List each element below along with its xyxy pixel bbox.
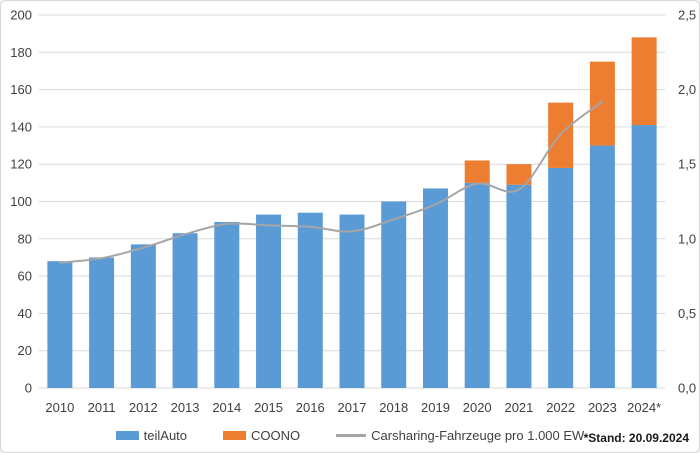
y-axis-right-tick: 1,0 (678, 231, 696, 246)
bar-teilauto-2021 (506, 184, 532, 388)
y-axis-left-tick: 80 (18, 231, 32, 246)
y-axis-right-tick: 0,0 (678, 381, 696, 396)
bar-teilauto-2012 (130, 244, 156, 388)
x-axis-tick: 2023 (588, 400, 617, 415)
footnote: *Stand: 20.09.2024 (583, 431, 689, 445)
line-series (58, 100, 604, 264)
bar-teilauto-2013 (172, 233, 198, 388)
legend-item-carsharing-fahrzeuge-pro-1-000-ew: Carsharing-Fahrzeuge pro 1.000 EW (336, 428, 584, 443)
y-axis-left-tick: 180 (10, 45, 32, 60)
legend-item-teilauto: teilAuto (115, 428, 188, 443)
bar-coono-2021 (506, 164, 532, 185)
bar-coono-2024 (631, 37, 657, 126)
legend-item-coono: COONO (223, 428, 300, 443)
y-axis-left-tick: 40 (18, 306, 32, 321)
x-axis-tick: 2012 (129, 400, 158, 415)
legend-color-swatch-icon (223, 431, 247, 440)
bar-teilauto-2010 (47, 261, 73, 388)
x-axis-tick: 2021 (504, 400, 533, 415)
y-axis-left-tick: 100 (10, 194, 32, 209)
bar-teilauto-2017 (339, 214, 365, 388)
bar-teilauto-2015 (256, 214, 282, 388)
x-axis-tick: 2015 (254, 400, 283, 415)
y-axis-left-tick: 20 (18, 343, 32, 358)
legend-label: COONO (251, 428, 301, 443)
x-axis-tick: 2016 (296, 400, 325, 415)
bar-teilauto-2024 (631, 125, 657, 388)
bar-teilauto-2020 (464, 182, 490, 388)
y-axis-left-tick: 160 (10, 82, 32, 97)
bar-coono-2020 (464, 160, 490, 183)
y-axis-left-tick: 200 (10, 8, 32, 23)
bar-teilauto-2011 (89, 257, 115, 388)
x-axis-tick: 2022 (546, 400, 575, 415)
x-axis-tick: 2018 (379, 400, 408, 415)
y-axis-right-tick: 2,0 (678, 82, 696, 97)
y-axis-left-tick: 0 (25, 381, 32, 396)
legend-line-swatch-icon (336, 434, 367, 437)
bar-teilauto-2018 (381, 201, 407, 388)
x-axis-tick: 2011 (88, 400, 116, 415)
bar-teilauto-2019 (422, 188, 448, 388)
x-axis-tick: 2024* (627, 400, 661, 415)
y-axis-left-tick: 60 (18, 269, 32, 284)
y-axis-left-tick: 140 (10, 119, 32, 134)
bar-teilauto-2016 (297, 212, 323, 388)
x-axis-tick: 2014 (212, 400, 241, 415)
bar-teilauto-2023 (589, 145, 615, 388)
legend-label: Carsharing-Fahrzeuge pro 1.000 EW (371, 428, 585, 443)
chart-legend: teilAuto COONO Carsharing-Fahrzeuge pro 1.… (1, 428, 699, 443)
legend-color-swatch-icon (115, 431, 139, 440)
x-axis-tick: 2010 (45, 400, 74, 415)
x-axis-tick: 2019 (421, 400, 450, 415)
chart-plot-area: 0 20 40 60 80 100 120 140 160 180 200 0,0 0,5 1,0 1,5 2… (10, 8, 696, 416)
x-axis-tick: 2017 (338, 400, 367, 415)
bar-teilauto-2014 (214, 222, 240, 388)
y-axis-right-tick: 2,5 (678, 8, 696, 23)
y-axis-left-tick: 120 (10, 157, 32, 172)
y-axis-right-tick: 0,5 (678, 306, 696, 321)
legend-label: teilAuto (143, 428, 188, 443)
bar-coono-2023 (589, 61, 615, 146)
x-axis-tick: 2020 (463, 400, 492, 415)
y-axis-right-tick: 1,5 (678, 157, 696, 172)
x-axis-tick: 2013 (171, 400, 200, 415)
bar-teilauto-2022 (548, 167, 574, 388)
